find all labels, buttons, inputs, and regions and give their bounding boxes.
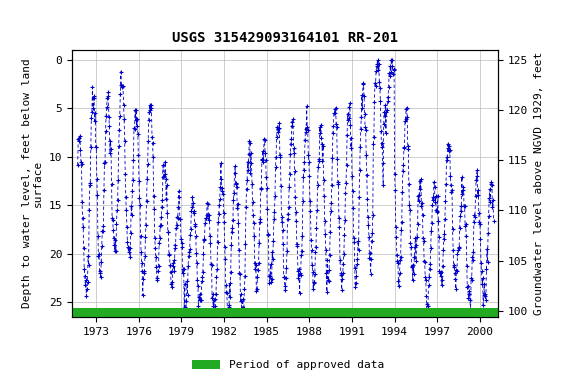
Legend: Period of approved data: Period of approved data <box>188 355 388 375</box>
Y-axis label: Depth to water level, feet below land
surface: Depth to water level, feet below land su… <box>22 58 43 308</box>
Bar <box>72 308 498 317</box>
Title: USGS 315429093164101 RR-201: USGS 315429093164101 RR-201 <box>172 31 398 45</box>
Y-axis label: Groundwater level above NGVD 1929, feet: Groundwater level above NGVD 1929, feet <box>534 52 544 315</box>
